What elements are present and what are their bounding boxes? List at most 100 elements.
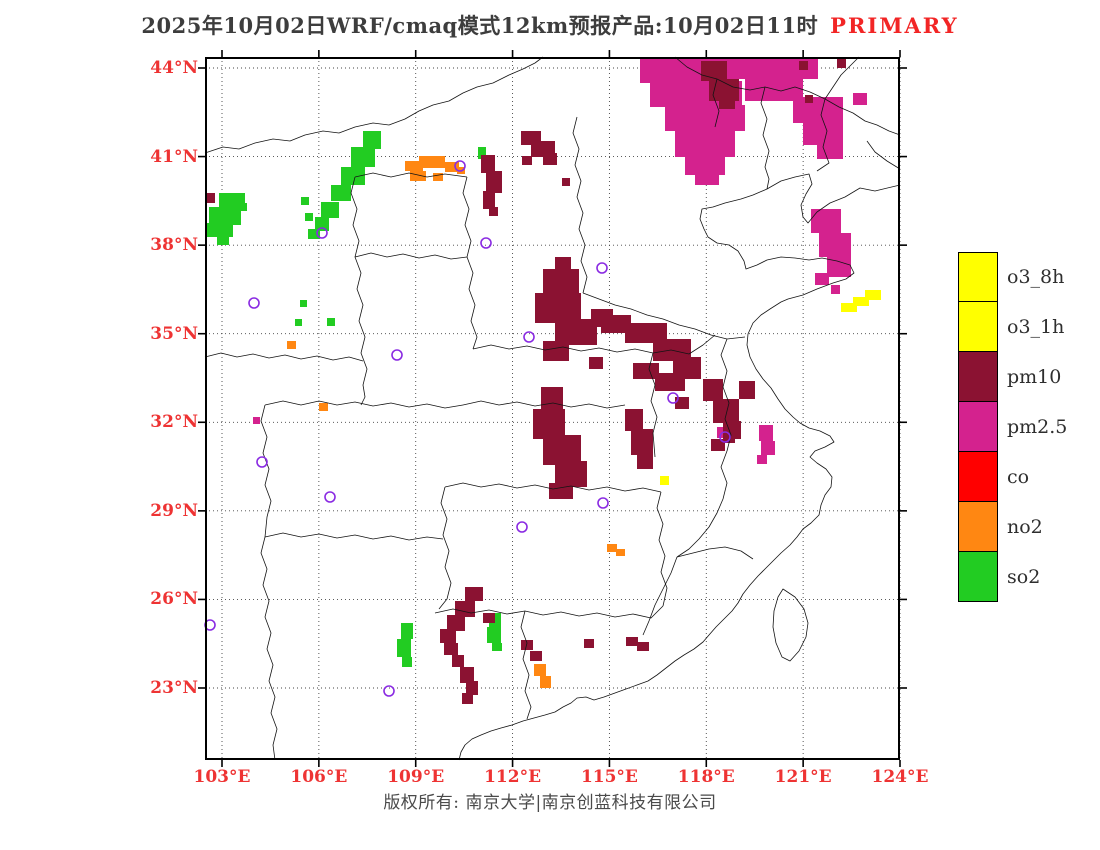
patch-pm10 bbox=[719, 99, 735, 109]
patch-pm10 bbox=[701, 61, 727, 81]
patch-pm10 bbox=[543, 269, 579, 295]
patch-so2 bbox=[402, 657, 412, 667]
patch-pm10 bbox=[739, 381, 755, 399]
patch-pm10 bbox=[837, 59, 846, 68]
patch-pm2.5 bbox=[817, 141, 843, 159]
lon-tick-label: 121°E bbox=[774, 767, 832, 787]
patch-pm10 bbox=[626, 637, 638, 646]
lon-tick-label: 103°E bbox=[193, 767, 251, 787]
patch-no2 bbox=[410, 171, 426, 181]
patch-pm2.5 bbox=[761, 441, 775, 455]
patch-no2 bbox=[405, 161, 423, 171]
patch-no2 bbox=[433, 173, 443, 181]
patch-pm10 bbox=[799, 61, 808, 70]
patch-so2 bbox=[331, 185, 351, 201]
patch-o3_1h bbox=[865, 290, 881, 300]
patch-so2 bbox=[300, 300, 307, 307]
legend-item-no2: no2 bbox=[958, 502, 1067, 552]
patch-so2 bbox=[363, 131, 381, 149]
patch-pm10 bbox=[655, 373, 685, 391]
legend-label: co bbox=[1007, 466, 1030, 488]
patch-o3_1h bbox=[660, 476, 669, 485]
patch-so2 bbox=[209, 207, 241, 225]
legend-swatch-o3_8h bbox=[958, 252, 998, 302]
patch-no2 bbox=[607, 544, 617, 552]
patch-no2 bbox=[287, 341, 296, 349]
patch-pm2.5 bbox=[757, 455, 767, 464]
patch-pm10 bbox=[452, 655, 464, 667]
patch-pm2.5 bbox=[853, 93, 867, 105]
patch-so2 bbox=[301, 197, 309, 205]
patch-o3_1h bbox=[853, 297, 869, 306]
patch-pm10 bbox=[589, 357, 603, 369]
patch-pm2.5 bbox=[675, 129, 735, 157]
patch-pm10 bbox=[440, 629, 456, 643]
patch-so2 bbox=[217, 237, 229, 245]
coastline bbox=[458, 173, 901, 761]
legend-item-o3_1h: o3_1h bbox=[958, 302, 1067, 352]
lat-tick-label: 26°N bbox=[150, 589, 198, 610]
patch-pm10 bbox=[460, 667, 474, 683]
patch-so2 bbox=[315, 217, 329, 231]
patch-pm10 bbox=[465, 587, 483, 601]
patch-pm10 bbox=[481, 155, 495, 173]
patch-pm10 bbox=[625, 323, 667, 343]
patch-pm10 bbox=[205, 193, 215, 203]
patch-pm10 bbox=[675, 397, 689, 409]
lat-tick-label: 38°N bbox=[150, 235, 198, 256]
patch-pm10 bbox=[711, 439, 725, 451]
station-marker bbox=[480, 237, 492, 249]
patch-pm10 bbox=[562, 178, 570, 186]
station-marker bbox=[596, 262, 608, 274]
patch-pm10 bbox=[489, 207, 498, 216]
patch-pm10 bbox=[483, 191, 495, 209]
legend-item-pm2.5: pm2.5 bbox=[958, 402, 1067, 452]
station-marker bbox=[516, 521, 528, 533]
legend-label: pm10 bbox=[1007, 366, 1062, 388]
lon-tick-label: 124°E bbox=[871, 767, 929, 787]
lon-tick-label: 112°E bbox=[484, 767, 542, 787]
patch-pm10 bbox=[555, 319, 597, 345]
patch-pm2.5 bbox=[253, 417, 260, 424]
lon-tick-label: 106°E bbox=[290, 767, 348, 787]
lat-tick-label: 32°N bbox=[150, 412, 198, 433]
patch-so2 bbox=[327, 318, 335, 326]
patch-no2 bbox=[540, 676, 551, 688]
legend-label: no2 bbox=[1007, 516, 1043, 538]
patch-pm10 bbox=[703, 379, 723, 401]
title-main: 2025年10月02日WRF/cmaq模式12km预报产品:10月02日11时 bbox=[141, 13, 819, 38]
patch-so2 bbox=[219, 193, 245, 209]
patch-pm10 bbox=[637, 451, 653, 469]
legend-label: so2 bbox=[1007, 566, 1041, 588]
patch-no2 bbox=[616, 549, 625, 556]
patch-pm2.5 bbox=[665, 105, 745, 131]
patch-pm10 bbox=[521, 640, 533, 650]
legend-label: o3_8h bbox=[1007, 266, 1065, 288]
patch-pm10 bbox=[444, 643, 458, 655]
lon-tick-label: 109°E bbox=[387, 767, 445, 787]
patch-pm10 bbox=[447, 615, 465, 631]
station-marker bbox=[316, 227, 328, 239]
patch-pm10 bbox=[549, 483, 573, 499]
patch-so2 bbox=[478, 147, 486, 159]
station-marker bbox=[597, 497, 609, 509]
patch-pm10 bbox=[483, 613, 495, 623]
patch-pm10 bbox=[633, 363, 659, 379]
patch-no2 bbox=[419, 156, 445, 168]
copyright-footer: 版权所有: 南京大学|南京创蓝科技有限公司 bbox=[383, 793, 717, 813]
patch-no2 bbox=[445, 162, 459, 172]
patch-pm2.5 bbox=[827, 257, 851, 277]
patch-no2 bbox=[534, 664, 546, 676]
patch-pm2.5 bbox=[685, 155, 725, 175]
patch-pm10 bbox=[637, 642, 649, 651]
patch-so2 bbox=[321, 202, 339, 218]
patch-pm10 bbox=[486, 171, 502, 193]
patch-pm10 bbox=[462, 693, 473, 704]
patch-pm10 bbox=[713, 399, 739, 423]
map-frame bbox=[205, 57, 900, 760]
patch-pm10 bbox=[625, 409, 643, 431]
forecast-map bbox=[198, 50, 907, 767]
patch-pm10 bbox=[601, 315, 631, 333]
northeast-border bbox=[674, 56, 901, 136]
